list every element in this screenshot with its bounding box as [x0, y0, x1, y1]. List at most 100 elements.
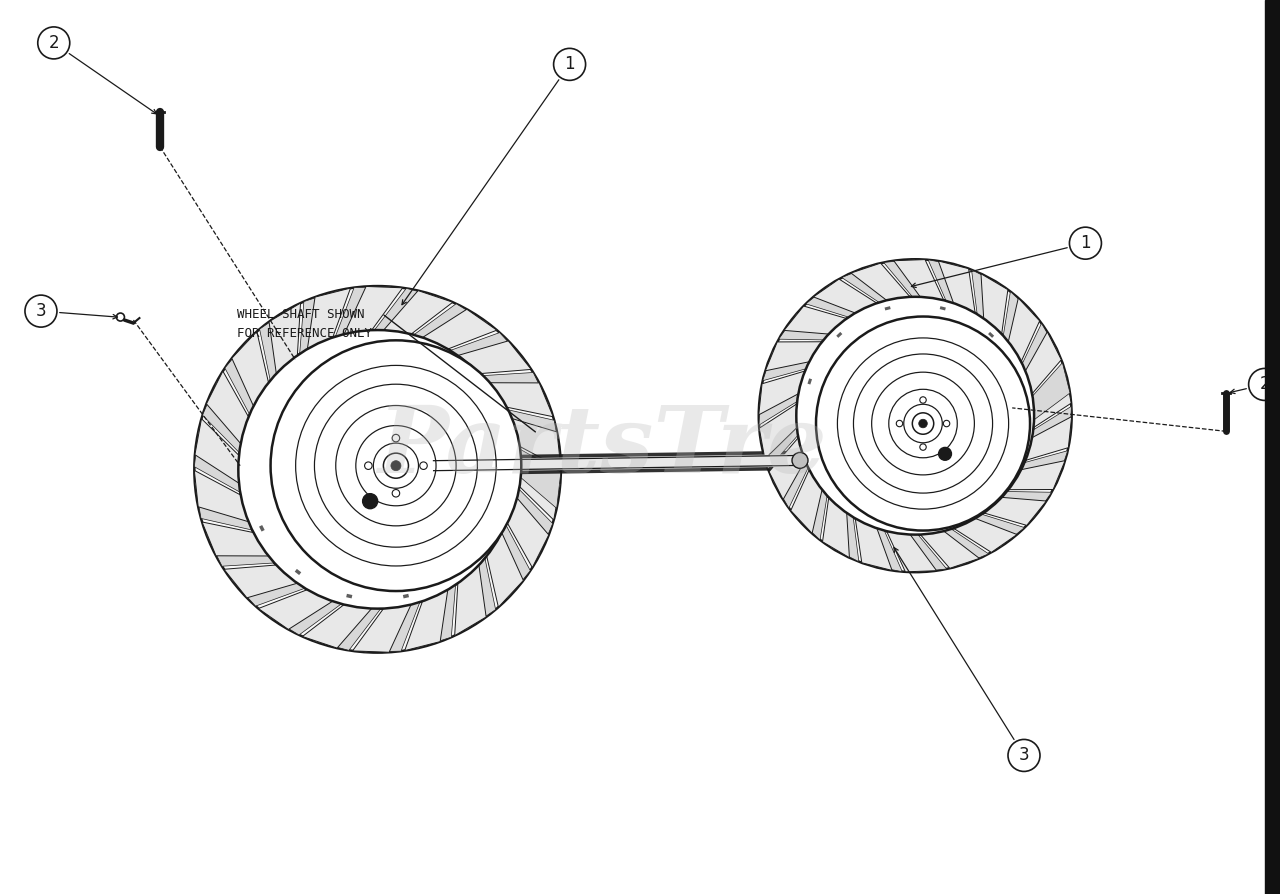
- Text: 2: 2: [49, 34, 59, 52]
- Polygon shape: [1004, 291, 1033, 355]
- Circle shape: [919, 419, 927, 428]
- Text: WHEEL SHAFT SHOWN
FOR REFERENCE ONLY: WHEEL SHAFT SHOWN FOR REFERENCE ONLY: [237, 308, 371, 341]
- Polygon shape: [763, 348, 818, 381]
- Polygon shape: [984, 497, 1046, 526]
- Circle shape: [943, 420, 950, 426]
- Polygon shape: [989, 492, 1052, 518]
- Polygon shape: [928, 260, 968, 309]
- Polygon shape: [842, 266, 902, 302]
- Polygon shape: [1023, 324, 1057, 386]
- Polygon shape: [516, 455, 561, 520]
- Polygon shape: [202, 382, 246, 452]
- Polygon shape: [778, 314, 841, 340]
- Polygon shape: [404, 590, 448, 651]
- Polygon shape: [195, 418, 239, 484]
- Bar: [1265, 0, 1280, 894]
- Polygon shape: [486, 533, 524, 607]
- Polygon shape: [972, 270, 1000, 329]
- Polygon shape: [797, 477, 827, 540]
- Polygon shape: [855, 519, 892, 570]
- Polygon shape: [492, 524, 530, 599]
- Polygon shape: [352, 604, 411, 653]
- Text: 2: 2: [1260, 375, 1270, 393]
- Polygon shape: [887, 531, 937, 572]
- Polygon shape: [1009, 298, 1039, 362]
- Circle shape: [938, 447, 951, 460]
- Text: PartsTre: PartsTre: [376, 402, 827, 492]
- Polygon shape: [300, 291, 339, 354]
- Polygon shape: [230, 571, 305, 606]
- Polygon shape: [451, 333, 525, 367]
- Polygon shape: [883, 259, 936, 299]
- Circle shape: [920, 397, 927, 403]
- Polygon shape: [773, 445, 808, 508]
- Circle shape: [270, 341, 521, 591]
- Polygon shape: [384, 291, 453, 334]
- Polygon shape: [760, 411, 797, 468]
- Polygon shape: [759, 404, 797, 459]
- Polygon shape: [515, 446, 561, 509]
- Circle shape: [1009, 739, 1039, 772]
- Circle shape: [796, 297, 1034, 535]
- Text: 1: 1: [564, 55, 575, 73]
- Circle shape: [792, 452, 808, 468]
- Polygon shape: [831, 502, 859, 561]
- Circle shape: [759, 259, 1071, 572]
- Polygon shape: [823, 497, 850, 558]
- Circle shape: [1248, 368, 1280, 401]
- Polygon shape: [365, 602, 420, 652]
- Polygon shape: [765, 342, 822, 371]
- Polygon shape: [307, 288, 351, 349]
- Polygon shape: [920, 531, 979, 569]
- Polygon shape: [759, 378, 803, 425]
- Polygon shape: [195, 483, 252, 530]
- Polygon shape: [416, 585, 456, 648]
- Circle shape: [913, 413, 933, 434]
- Polygon shape: [413, 304, 488, 345]
- Circle shape: [817, 316, 1030, 530]
- Circle shape: [362, 493, 378, 509]
- Polygon shape: [465, 558, 495, 630]
- Polygon shape: [954, 519, 1018, 552]
- Polygon shape: [507, 417, 561, 468]
- Polygon shape: [938, 261, 975, 313]
- Polygon shape: [851, 263, 910, 300]
- Polygon shape: [206, 371, 248, 443]
- Polygon shape: [769, 438, 805, 500]
- Polygon shape: [195, 470, 248, 522]
- Polygon shape: [486, 383, 553, 417]
- Circle shape: [238, 330, 517, 609]
- Circle shape: [554, 48, 586, 80]
- Text: 3: 3: [36, 302, 46, 320]
- Circle shape: [195, 286, 561, 653]
- Text: 3: 3: [1019, 746, 1029, 764]
- Polygon shape: [344, 286, 403, 334]
- Polygon shape: [260, 308, 291, 381]
- Circle shape: [1070, 227, 1101, 259]
- Polygon shape: [302, 604, 371, 648]
- Polygon shape: [785, 306, 846, 334]
- Circle shape: [38, 27, 70, 59]
- Polygon shape: [375, 289, 442, 333]
- Polygon shape: [980, 274, 1007, 334]
- Circle shape: [420, 462, 428, 469]
- Polygon shape: [481, 373, 549, 405]
- Polygon shape: [335, 287, 390, 337]
- Circle shape: [796, 297, 1034, 535]
- Polygon shape: [1025, 332, 1061, 393]
- Circle shape: [920, 443, 927, 451]
- Polygon shape: [1009, 460, 1065, 490]
- Polygon shape: [806, 284, 869, 317]
- Circle shape: [365, 462, 372, 469]
- Polygon shape: [813, 279, 877, 313]
- Polygon shape: [961, 514, 1024, 547]
- Polygon shape: [1012, 451, 1068, 484]
- Polygon shape: [1033, 373, 1071, 427]
- Polygon shape: [503, 409, 561, 456]
- Polygon shape: [458, 341, 531, 374]
- Circle shape: [896, 420, 902, 426]
- Circle shape: [238, 330, 517, 609]
- Polygon shape: [928, 529, 988, 566]
- Polygon shape: [202, 522, 269, 556]
- Polygon shape: [1028, 407, 1071, 453]
